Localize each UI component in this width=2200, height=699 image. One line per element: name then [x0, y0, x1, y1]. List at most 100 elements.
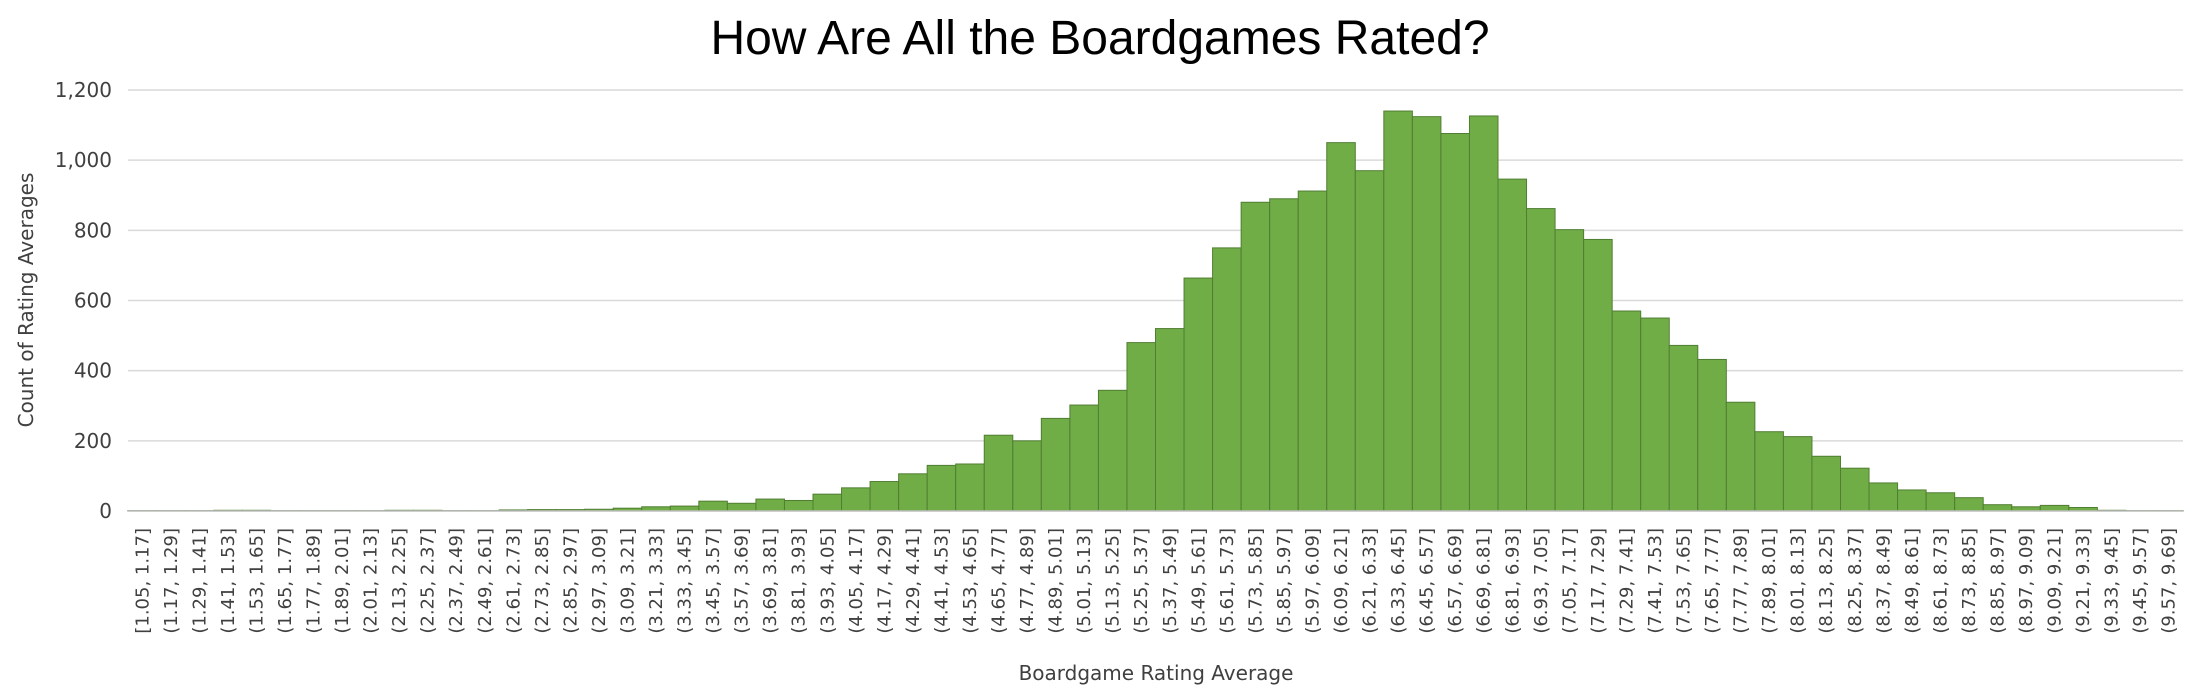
x-tick-label: (5.37, 5.49] [1160, 528, 1181, 634]
x-tick-label: (7.65, 7.77] [1702, 528, 1723, 634]
x-tick-label: (6.81, 6.93] [1502, 528, 1523, 634]
histogram-bar [1069, 404, 1099, 512]
histogram-bar [898, 473, 928, 512]
x-tick-label: (7.17, 7.29] [1588, 528, 1609, 634]
x-tick-label: (3.57, 3.69] [732, 528, 753, 634]
x-axis-label: Boardgame Rating Average [1019, 661, 1294, 685]
x-tick-label: (8.25, 8.37] [1845, 528, 1866, 634]
histogram-bar [1897, 489, 1927, 512]
x-tick-label: (1.77, 1.89] [304, 528, 325, 634]
bars [127, 110, 2184, 512]
histogram-bar [1583, 238, 1613, 512]
histogram-bar [1240, 201, 1271, 512]
x-tick-label: (5.01, 5.13] [1074, 528, 1095, 634]
histogram-bar [926, 464, 957, 512]
x-tick-label: (4.53, 4.65] [960, 528, 981, 634]
x-tick-label: (2.25, 2.37] [418, 528, 439, 634]
histogram-bar [841, 487, 871, 512]
x-tick-label: [1.05, 1.17] [132, 528, 153, 634]
histogram-bar [1354, 170, 1385, 512]
x-tick-label: (9.45, 9.57] [2130, 528, 2151, 634]
x-tick-label: (3.45, 3.57] [703, 528, 724, 634]
y-tick-label: 1,000 [55, 148, 112, 172]
histogram-bar [1297, 190, 1328, 512]
histogram-bar [783, 499, 814, 512]
histogram-bar [1526, 208, 1556, 512]
x-tick-label: (2.37, 2.49] [446, 528, 467, 634]
x-tick-label: (5.49, 5.61] [1188, 528, 1209, 634]
histogram-bar [1411, 116, 1442, 512]
x-tick-label: (5.73, 5.85] [1245, 528, 1266, 634]
x-tick-label: (3.09, 3.21] [617, 528, 638, 634]
histogram-bar [1497, 178, 1528, 512]
x-axis-ticks: [1.05, 1.17] (1.17, 1.29] (1.29, 1.41] (1.4… [132, 528, 2179, 634]
x-tick-label: (1.65, 1.77] [275, 528, 296, 634]
histogram-bar [1126, 342, 1156, 512]
y-tick-label: 400 [74, 359, 112, 383]
x-tick-label: (4.05, 4.17] [846, 528, 867, 634]
x-tick-label: (2.13, 2.25] [389, 528, 410, 634]
histogram-bar [698, 500, 728, 512]
histogram-bar [1097, 389, 1128, 512]
x-tick-label: (5.25, 5.37] [1131, 528, 1152, 634]
histogram-bar [726, 502, 757, 512]
x-tick-label: (7.89, 8.01] [1759, 528, 1780, 634]
x-tick-label: (7.05, 7.17] [1559, 528, 1580, 634]
histogram-bar [869, 481, 900, 512]
x-tick-label: (8.37, 8.49] [1873, 528, 1894, 634]
y-axis-ticks: 0 200 400 600 800 1,000 1,200 [55, 78, 112, 523]
histogram-bar [1640, 317, 1670, 512]
x-tick-label: (9.09, 9.21] [2045, 528, 2066, 634]
x-tick-label: (3.69, 3.81] [760, 528, 781, 634]
x-tick-label: (8.73, 8.85] [1959, 528, 1980, 634]
histogram-bar [1040, 417, 1071, 512]
histogram-bar [1440, 133, 1470, 512]
x-tick-label: (9.21, 9.33] [2073, 528, 2094, 634]
histogram-bar [983, 434, 1014, 512]
x-tick-label: (9.33, 9.45] [2102, 528, 2123, 634]
x-tick-label: (4.29, 4.41] [903, 528, 924, 634]
histogram-bar [1840, 467, 1870, 512]
x-tick-label: (2.49, 2.61] [475, 528, 496, 634]
x-tick-label: (5.61, 5.73] [1217, 528, 1238, 634]
histogram-bar [1697, 358, 1727, 512]
y-tick-label: 1,200 [55, 78, 112, 102]
x-tick-label: (2.61, 2.73] [503, 528, 524, 634]
x-tick-label: (8.85, 8.97] [1987, 528, 2008, 634]
histogram-bar [755, 498, 785, 512]
x-tick-label: (1.17, 1.29] [161, 528, 182, 634]
histogram-bar [1269, 198, 1299, 512]
x-tick-label: (5.13, 5.25] [1103, 528, 1124, 634]
x-tick-label: (7.77, 7.89] [1731, 528, 1752, 634]
x-tick-label: (3.93, 4.05] [817, 528, 838, 634]
x-tick-label: (8.97, 9.09] [2016, 528, 2037, 634]
x-tick-label: (9.57, 9.69] [2159, 528, 2180, 634]
x-tick-label: (3.21, 3.33] [646, 528, 667, 634]
x-tick-label: (8.01, 8.13] [1788, 528, 1809, 634]
y-tick-label: 800 [74, 218, 112, 242]
histogram-bar [1982, 504, 2013, 512]
histogram-bar [1183, 277, 1214, 512]
x-tick-label: (6.69, 6.81] [1474, 528, 1495, 634]
histogram-bar [1725, 401, 1756, 512]
x-tick-label: (4.77, 4.89] [1017, 528, 1038, 634]
x-tick-label: (1.89, 2.01] [332, 528, 353, 634]
histogram-bar [1868, 482, 1899, 512]
histogram-bar [1155, 328, 1185, 512]
histogram-bar [1012, 440, 1042, 512]
y-tick-label: 600 [74, 289, 112, 313]
histogram-bar [1468, 115, 1499, 512]
histogram-bar [1554, 229, 1585, 512]
x-tick-label: (2.01, 2.13] [361, 528, 382, 634]
histogram-bar [1212, 247, 1242, 512]
x-tick-label: (6.57, 6.69] [1445, 528, 1466, 634]
x-tick-label: (4.17, 4.29] [874, 528, 895, 634]
histogram-bar [1668, 344, 1699, 512]
histogram-bar [1954, 497, 1984, 512]
x-tick-label: (7.41, 7.53] [1645, 528, 1666, 634]
histogram-bar [955, 463, 985, 512]
x-tick-label: (6.09, 6.21] [1331, 528, 1352, 634]
x-tick-label: (2.97, 3.09] [589, 528, 610, 634]
x-tick-label: (5.97, 6.09] [1302, 528, 1323, 634]
x-tick-label: (4.65, 4.77] [989, 528, 1010, 634]
